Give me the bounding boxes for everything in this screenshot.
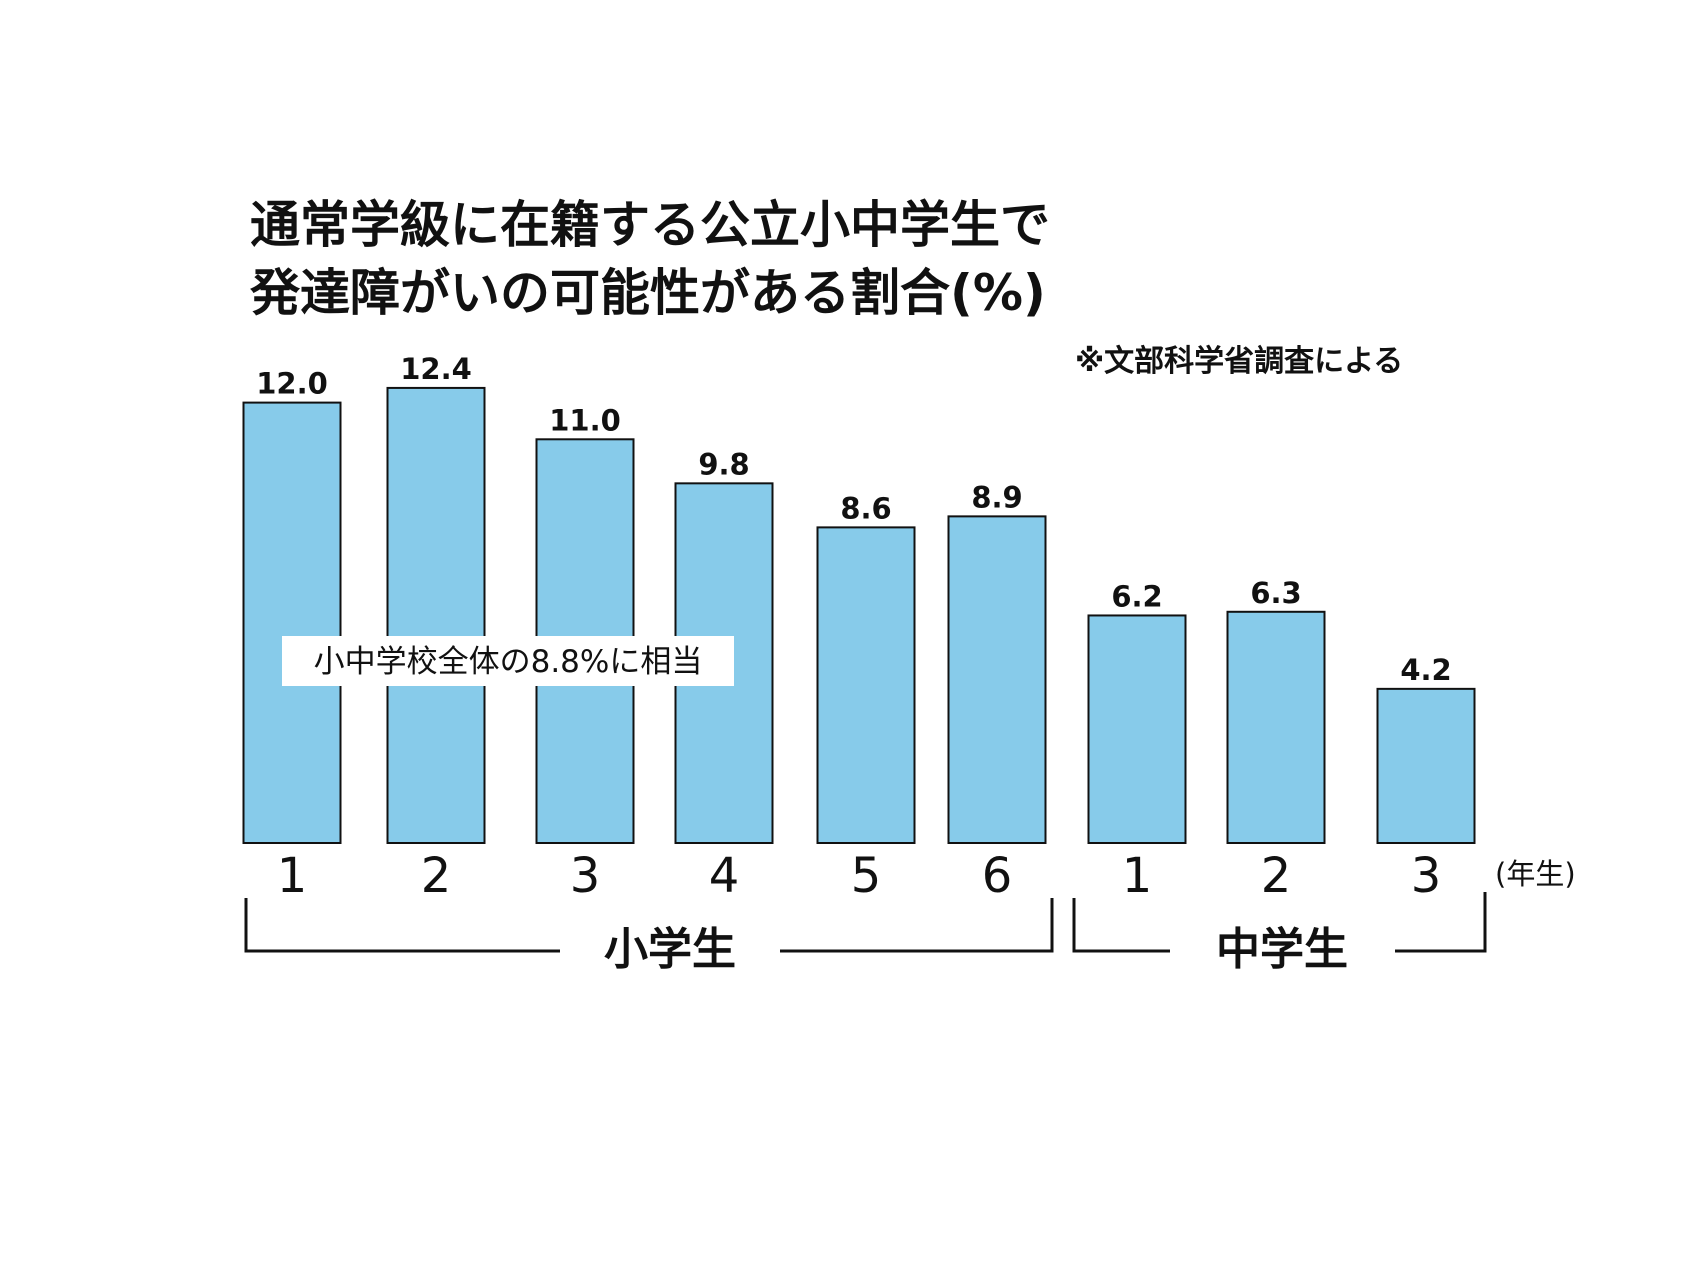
x-tick-label-4: 4 — [709, 848, 740, 904]
annotation-box: 小中学校全体の8.8%に相当 — [282, 636, 734, 686]
value-label-2: 12.4 — [400, 352, 472, 386]
x-tick-label-7: 1 — [1122, 848, 1153, 904]
value-label-9: 4.2 — [1400, 653, 1451, 687]
value-label-5: 8.6 — [840, 491, 891, 525]
value-label-1: 12.0 — [256, 367, 328, 401]
x-tick-label-6: 6 — [982, 848, 1013, 904]
x-tick-label-1: 1 — [277, 848, 308, 904]
chart-title-line-1: 通常学級に在籍する公立小中学生で — [250, 196, 1050, 254]
x-unit-label: (年生) — [1495, 857, 1576, 891]
annotation-background — [282, 636, 734, 686]
value-labels-group: 12.0 12.4 11.0 9.8 8.6 8.9 6.2 6.3 4.2 — [256, 352, 1451, 687]
value-label-7: 6.2 — [1111, 579, 1162, 613]
value-label-8: 6.3 — [1250, 576, 1301, 610]
bar-9 — [1376, 687, 1476, 844]
value-label-6: 8.9 — [971, 480, 1022, 514]
x-tick-label-5: 5 — [851, 848, 882, 904]
group-label-elementary: 小学生 — [604, 924, 736, 975]
bar-2 — [386, 386, 486, 844]
middle-bracket-right — [1395, 892, 1487, 953]
chart-title-line-2: 発達障がいの可能性がある割合(%) — [250, 264, 1046, 322]
annotation-text: 小中学校全体の8.8%に相当 — [314, 644, 703, 680]
bar-1 — [242, 401, 342, 844]
bar-7 — [1087, 614, 1187, 845]
source-note: ※文部科学省調査による — [1075, 344, 1403, 379]
value-label-4: 9.8 — [698, 447, 749, 481]
x-tick-label-9: 3 — [1411, 848, 1442, 904]
bar-8 — [1226, 610, 1326, 844]
middle-bracket-left — [1072, 898, 1170, 953]
bar-6 — [947, 515, 1047, 844]
bars-group — [242, 386, 1476, 845]
x-tick-label-8: 2 — [1261, 848, 1292, 904]
x-tick-label-3: 3 — [570, 848, 601, 904]
value-label-3: 11.0 — [549, 403, 621, 437]
elementary-bracket-right — [780, 898, 1054, 953]
x-tick-label-2: 2 — [421, 848, 452, 904]
group-label-middle: 中学生 — [1216, 924, 1348, 975]
bar-5 — [816, 526, 916, 844]
x-tick-labels-group: 1 2 3 4 5 6 1 2 3 — [277, 848, 1442, 904]
elementary-bracket-left — [244, 898, 560, 953]
